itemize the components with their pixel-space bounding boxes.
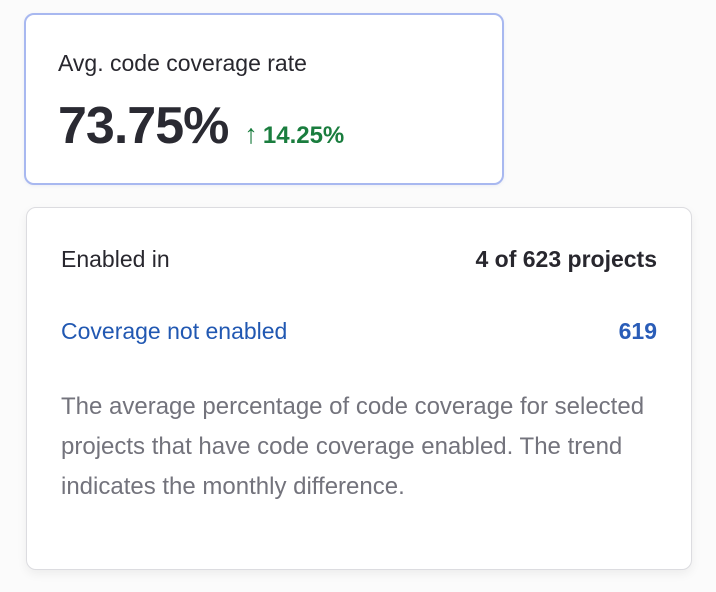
coverage-not-enabled-row: Coverage not enabled 619 — [61, 317, 657, 345]
enabled-in-label: Enabled in — [61, 246, 170, 272]
metric-card-title: Avg. code coverage rate — [58, 50, 307, 76]
coverage-not-enabled-link[interactable]: Coverage not enabled — [61, 318, 288, 344]
trend-indicator: ↑ 14.25% — [244, 121, 344, 148]
metric-description: The average percentage of code coverage … — [61, 393, 645, 500]
metric-details-popover: Enabled in 4 of 623 projects Coverage no… — [26, 207, 692, 570]
metric-value: 73.75% — [58, 97, 229, 155]
metric-value-row: 73.75% ↑ 14.25% — [58, 99, 470, 153]
enabled-in-value: 4 of 623 projects — [475, 246, 657, 272]
coverage-not-enabled-count: 619 — [618, 318, 657, 344]
trend-value: 14.25% — [262, 122, 345, 149]
trend-up-icon: ↑ — [244, 119, 258, 149]
enabled-in-row: Enabled in 4 of 623 projects — [61, 245, 657, 273]
metric-card-avg-code-coverage[interactable]: Avg. code coverage rate 73.75% ↑ 14.25% — [24, 13, 504, 185]
